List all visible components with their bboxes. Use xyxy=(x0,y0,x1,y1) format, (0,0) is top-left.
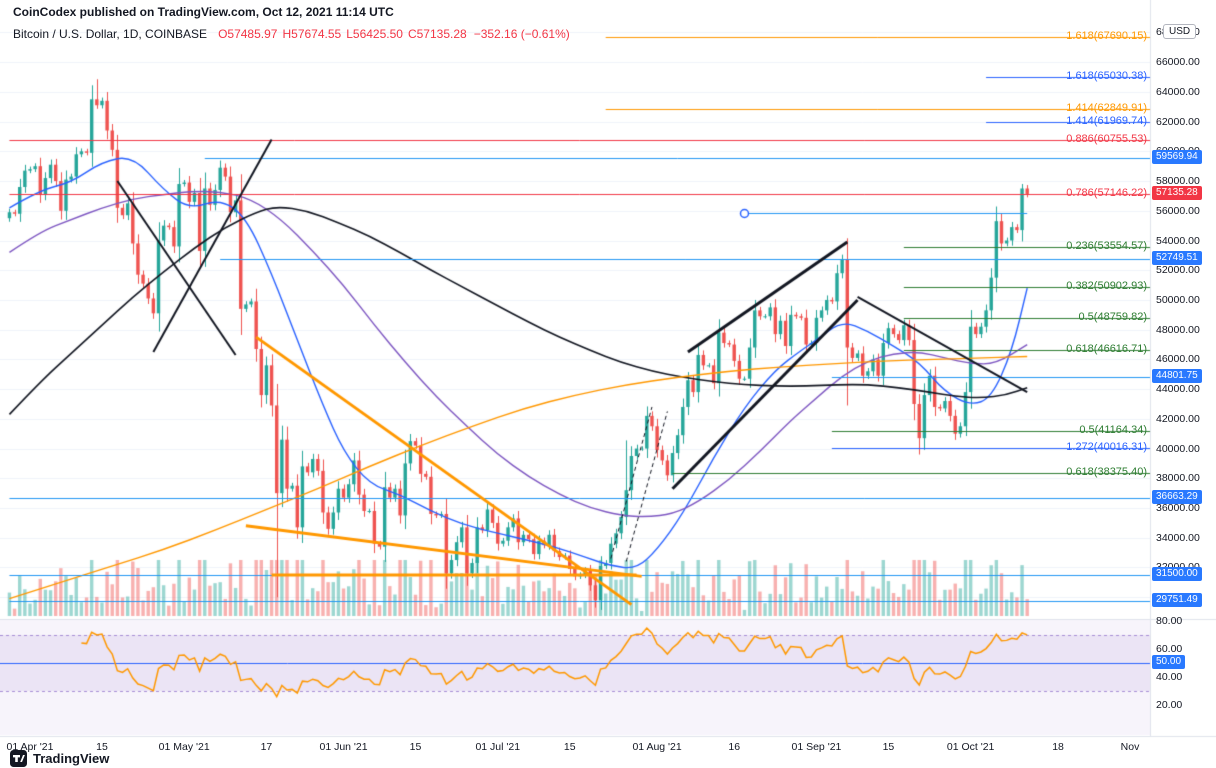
open-label: O xyxy=(218,27,228,41)
change-value: −352.16 (−0.61%) xyxy=(473,27,570,41)
chart-legend: Bitcoin / U.S. Dollar, 1D, COINBASE O5748… xyxy=(13,27,570,41)
close-label: C xyxy=(407,27,417,41)
tradingview-logo-icon xyxy=(10,750,27,767)
tradingview-brand-text: TradingView xyxy=(33,751,110,766)
low-value: 56425.50 xyxy=(352,27,403,41)
open-value: 57485.97 xyxy=(227,27,278,41)
close-value: 57135.28 xyxy=(416,27,467,41)
ohlc-values: O57485.97 H57674.55 L56425.50 C57135.28 xyxy=(213,27,467,41)
attribution-text: CoinCodex published on TradingView.com, … xyxy=(13,5,394,19)
high-value: 57674.55 xyxy=(291,27,342,41)
symbol-title[interactable]: Bitcoin / U.S. Dollar, 1D, COINBASE xyxy=(13,27,208,41)
low-label: L xyxy=(346,27,353,41)
currency-usd-button[interactable]: USD xyxy=(1163,24,1197,39)
tradingview-footer[interactable]: TradingView xyxy=(10,750,109,767)
high-label: H xyxy=(282,27,292,41)
